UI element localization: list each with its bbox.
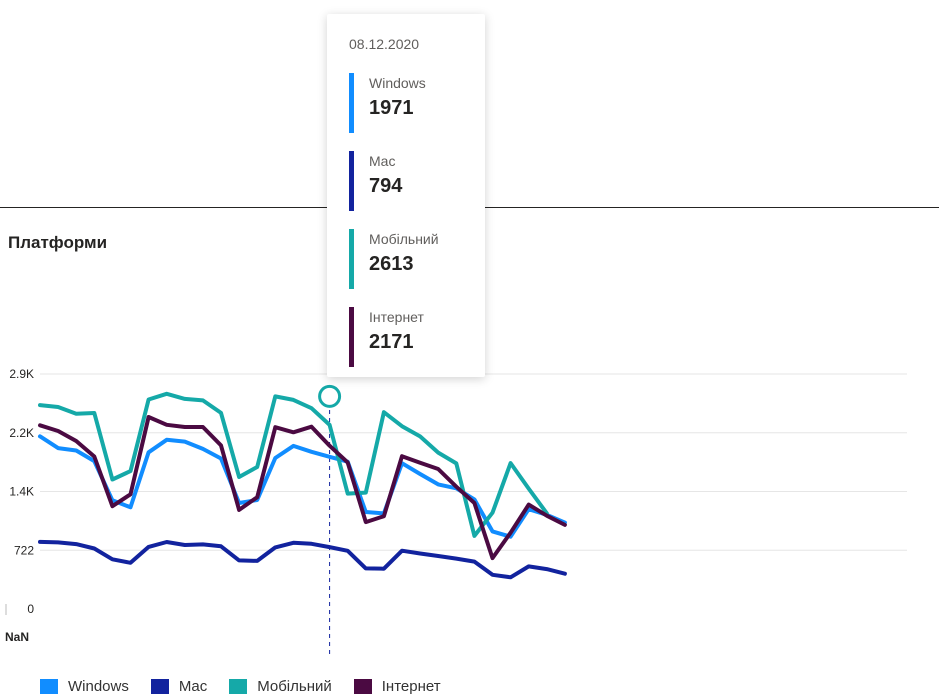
tooltip-label: Інтернет <box>369 309 424 325</box>
hover-marker <box>318 384 342 408</box>
tooltip-color-bar <box>349 307 354 367</box>
legend-swatch <box>40 679 58 694</box>
legend-swatch <box>353 679 372 694</box>
series-line-mac <box>38 539 567 580</box>
y-tick-label: 2.2K <box>9 426 34 440</box>
tooltip-entry-mobile: Мобільний 2613 <box>349 229 469 289</box>
tooltip-entry-windows: Windows 1971 <box>349 73 469 133</box>
tooltip-date: 08.12.2020 <box>349 36 420 52</box>
tooltip-value: 2171 <box>369 331 414 353</box>
x-tick-label: NaN <box>5 630 29 644</box>
legend-item-mac[interactable]: Mac <box>150 678 208 695</box>
legend-item-internet[interactable]: Інтернет <box>353 678 441 695</box>
tooltip-color-bar <box>349 229 354 289</box>
legend-label: Mac <box>178 678 208 695</box>
legend-swatch <box>229 679 248 694</box>
tooltip-label: Мобільний <box>369 231 439 247</box>
chart-legend: Windows Mac Мобільний Інтернет <box>40 678 441 695</box>
legend-label: Windows <box>68 678 129 695</box>
legend-label: Інтернет <box>381 678 441 695</box>
series-line-мобільний <box>38 391 549 538</box>
y-tick-label: 2.9K <box>9 367 34 381</box>
legend-swatch <box>150 679 169 694</box>
tooltip-value: 1971 <box>369 97 414 119</box>
line-chart[interactable]: 0 722 1.4K 2.2K 2.9K NaN <box>0 0 939 670</box>
legend-label: Мобільний <box>257 678 332 695</box>
chart-title: Платформи <box>8 233 108 252</box>
y-tick-label: 722 <box>14 543 34 557</box>
legend-item-windows[interactable]: Windows <box>40 678 129 695</box>
tooltip-entry-mac: Mac 794 <box>349 151 469 211</box>
chart-tooltip: 08.12.2020 Windows 1971 Mac 794 Мобільни… <box>327 14 485 377</box>
tooltip-color-bar <box>349 73 354 133</box>
tooltip-label: Mac <box>369 153 396 169</box>
tooltip-value: 794 <box>369 175 403 197</box>
y-tick-label: 1.4K <box>9 485 34 499</box>
tooltip-label: Windows <box>369 75 426 91</box>
legend-item-mobile[interactable]: Мобільний <box>229 678 332 695</box>
y-tick-label: 0 <box>27 602 34 616</box>
series-line-інтернет <box>38 415 567 561</box>
series-line-windows <box>38 434 567 539</box>
tooltip-entry-internet: Інтернет 2171 <box>349 307 469 367</box>
tooltip-value: 2613 <box>369 253 414 275</box>
tooltip-color-bar <box>349 151 354 211</box>
